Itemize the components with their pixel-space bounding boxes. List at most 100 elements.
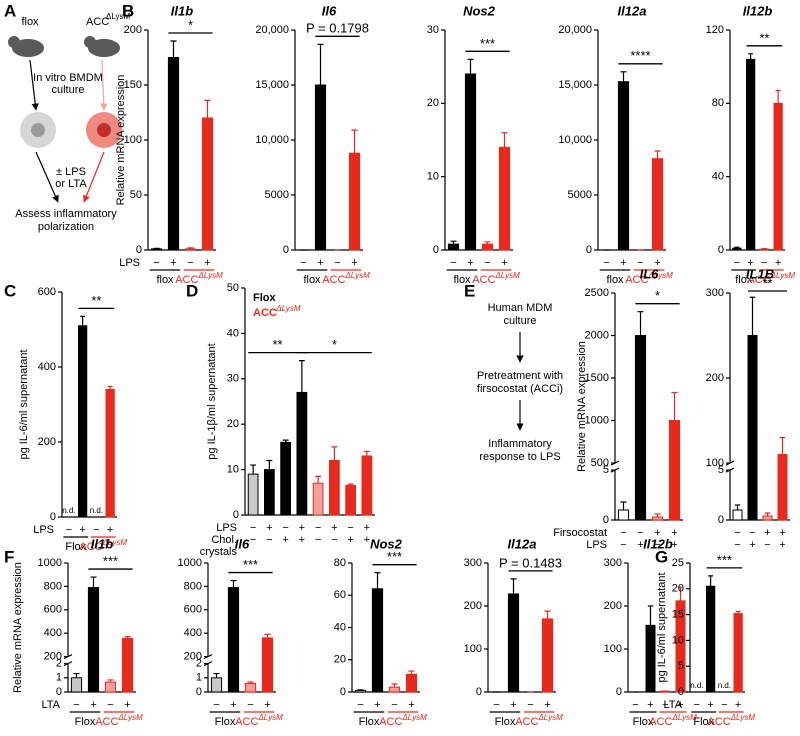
error-bar	[107, 679, 114, 683]
group-label: Flox	[75, 716, 96, 728]
row-level: −	[107, 699, 113, 711]
diagram-label: ACC	[86, 16, 109, 28]
y-tick-label: 400	[38, 361, 56, 373]
significance-label: **	[272, 337, 282, 352]
y-tick-label: 30	[227, 373, 239, 385]
y-tick-label: 300	[464, 557, 482, 569]
y-tick-label: 20	[427, 97, 439, 109]
row-level: +	[347, 534, 353, 546]
y-tick-label: 10	[427, 171, 439, 183]
y-tick-label: 100	[604, 643, 622, 655]
error-bar	[187, 247, 194, 249]
y-tick-label: 150	[124, 79, 142, 91]
y-axis-label: pg IL-6/ml supernatant	[656, 572, 668, 682]
row-level: −	[391, 699, 397, 711]
y-axis-label: pg IL-6/ml supernatant	[18, 349, 30, 459]
arrow	[35, 151, 59, 203]
row-level: −	[761, 257, 767, 269]
bar	[244, 682, 257, 693]
row-level: +	[779, 527, 785, 539]
bar	[651, 516, 664, 521]
bar	[617, 81, 630, 251]
error-bar	[391, 683, 398, 688]
row-level: −	[250, 534, 256, 546]
bar	[312, 482, 324, 516]
row-level: −	[620, 527, 626, 539]
significance-label: **	[91, 293, 101, 308]
row-label: crystals	[200, 546, 238, 558]
row-level: +	[620, 257, 626, 269]
y-tick-label: 5	[718, 464, 724, 476]
significance-label: ***	[243, 557, 258, 572]
error-bar	[124, 636, 131, 639]
error-bar	[779, 436, 786, 455]
y-tick-label: 0	[586, 244, 592, 256]
mouse-icon	[88, 39, 120, 57]
y-tick-label: 2	[56, 658, 62, 670]
row-level: −	[749, 527, 755, 539]
y-tick-label: 600	[184, 604, 202, 616]
y-tick-label: 80	[712, 97, 724, 109]
row-level: +	[79, 524, 85, 536]
chart-title: Nos2	[370, 536, 403, 551]
row-level: −	[331, 534, 337, 546]
bar	[105, 389, 115, 518]
row-level: −	[734, 257, 740, 269]
bar	[227, 587, 240, 693]
y-tick-label: 20,000	[558, 24, 592, 36]
panel-label: B	[122, 1, 134, 20]
y-tick-label: 10	[672, 634, 684, 646]
bar	[746, 58, 756, 251]
diagram-text: culture	[503, 315, 536, 327]
error-bar	[764, 512, 771, 517]
diagram-text: firsocostat (ACCi)	[477, 383, 563, 395]
error-bar	[501, 132, 508, 148]
bar	[264, 469, 275, 516]
y-tick-label: 300	[604, 557, 622, 569]
error-bar	[637, 311, 644, 336]
row-level: −	[662, 699, 668, 711]
error-bar	[347, 483, 354, 486]
y-tick-label: 60	[334, 589, 346, 601]
row-level: −	[620, 539, 626, 551]
error-bar	[671, 391, 678, 421]
row-level: −	[66, 524, 72, 536]
y-tick-label: 25	[672, 557, 684, 569]
row-level: −	[734, 527, 740, 539]
chart-title: Il6	[322, 3, 337, 18]
bar	[261, 637, 274, 693]
row-level: +	[510, 699, 516, 711]
bar	[747, 335, 758, 521]
y-tick-label: 1000	[585, 414, 609, 426]
significance-label: ****	[630, 48, 650, 63]
bar	[733, 613, 743, 693]
diagram-label: flox	[21, 16, 39, 28]
row-level: −	[247, 699, 253, 711]
value-label: n.d.	[90, 506, 103, 515]
y-tick-label: 5	[603, 464, 609, 476]
row-level: +	[764, 527, 770, 539]
row-level: −	[93, 524, 99, 536]
bar	[371, 588, 384, 693]
error-bar	[264, 633, 271, 638]
y-axis-label: Relative mRNA expression	[576, 341, 588, 472]
group-label: Flox	[359, 716, 380, 728]
row-label: LTA	[663, 699, 682, 711]
diagram-a: flox ACC ΔLysM In vitro BMDM culture ± L…	[8, 12, 130, 233]
error-bar	[467, 58, 474, 74]
error-bar	[748, 53, 754, 60]
error-bar	[73, 672, 80, 678]
bar	[773, 102, 783, 251]
bar	[348, 152, 361, 251]
group-label-sup: ΔLysM	[647, 271, 673, 280]
row-level: +	[637, 539, 643, 551]
y-tick-label: 1000	[178, 557, 202, 569]
error-bar	[734, 504, 741, 511]
y-tick-label: 10	[227, 464, 239, 476]
row-level: −	[187, 257, 193, 269]
row-level: +	[671, 527, 677, 539]
bar	[732, 247, 742, 251]
y-tick-label: 1500	[585, 372, 609, 384]
error-bar	[317, 43, 324, 85]
